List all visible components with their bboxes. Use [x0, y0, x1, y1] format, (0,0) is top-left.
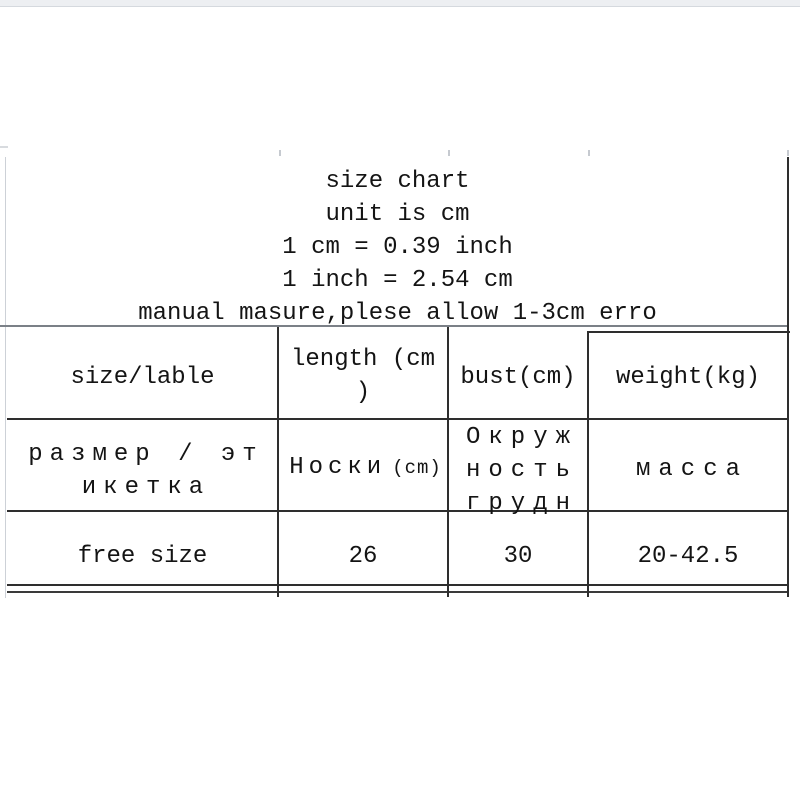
title-line-1: size chart: [325, 168, 470, 195]
table-border-col-2: [447, 327, 449, 597]
spreadsheet-column-tick: [787, 150, 789, 156]
translation-cell-bust: Окруж ность грудн: [448, 419, 588, 517]
data-cell-bust: 30: [448, 511, 588, 585]
header-length-line-2: ): [355, 379, 371, 406]
translation-bust-line-2: ность: [465, 457, 578, 484]
header-cell-bust: bust(cm): [448, 326, 588, 419]
table-border-col-1: [277, 327, 279, 597]
table-border-col-3: [587, 331, 589, 597]
translation-cell-size: размер / эт икетка: [7, 419, 278, 511]
header-cell-length: length (cm ): [278, 326, 448, 419]
spreadsheet-corner-mark: [0, 146, 8, 148]
translation-cell-length: Носки (cm): [278, 419, 448, 511]
data-size-value: free size: [77, 543, 208, 570]
translation-size-line-2: икетка: [81, 474, 211, 501]
title-cell: size chart unit is cm 1 cm = 0.39 inch 1…: [7, 157, 788, 327]
header-weight-label: weight(kg): [615, 364, 761, 391]
translation-length-word: Носки: [289, 454, 387, 481]
header-size-label: size/lable: [70, 364, 215, 391]
data-bust-value: 30: [503, 543, 533, 570]
title-line-2: unit is cm: [325, 201, 470, 228]
table-border-right: [787, 157, 789, 597]
data-cell-weight: 20-42.5: [588, 511, 788, 585]
table-border-bottom-double: [7, 591, 788, 593]
spreadsheet-row-gridline: [0, 0, 800, 7]
title-line-4: 1 inch = 2.54 cm: [282, 267, 513, 294]
spreadsheet-column-tick: [588, 150, 590, 156]
spreadsheet-column-tick: [279, 150, 281, 156]
table-border-row-translation-bottom: [7, 510, 788, 512]
spreadsheet-left-gridline: [5, 157, 6, 598]
translation-bust-line-1: Окруж: [465, 424, 578, 451]
table-border-row-header-bottom: [7, 418, 788, 420]
header-cell-size: size/lable: [7, 326, 278, 419]
data-length-value: 26: [348, 543, 378, 570]
data-cell-size: free size: [7, 511, 278, 585]
data-cell-length: 26: [278, 511, 448, 585]
table-border-weight-top: [588, 331, 790, 333]
header-bust-label: bust(cm): [460, 364, 576, 391]
title-line-5: manual masure,plese allow 1-3cm erro: [138, 300, 657, 327]
translation-length-unit: (cm): [392, 457, 442, 479]
table-border-bottom: [7, 584, 788, 586]
data-weight-value: 20-42.5: [637, 543, 739, 570]
translation-size-line-1: размер / эт: [28, 441, 264, 468]
header-length-line-1: length (cm: [290, 346, 436, 373]
header-cell-weight: weight(kg): [588, 331, 788, 419]
spreadsheet-column-tick: [448, 150, 450, 156]
table-border-title-bottom: [0, 325, 788, 327]
translation-bust-line-3: грудн: [465, 490, 578, 517]
translation-cell-weight: масса: [588, 419, 788, 511]
title-line-3: 1 cm = 0.39 inch: [282, 234, 513, 261]
translation-weight-label: масса: [635, 456, 748, 483]
